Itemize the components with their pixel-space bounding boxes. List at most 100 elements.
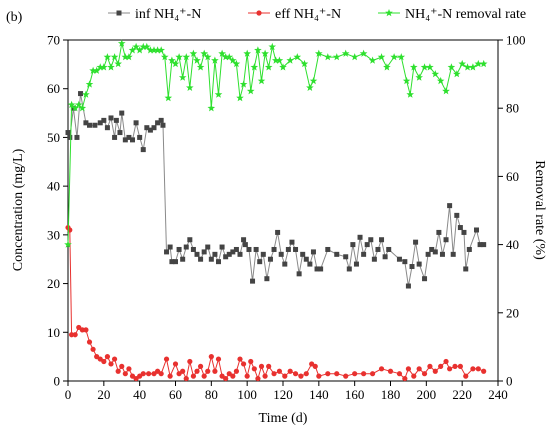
point — [68, 332, 75, 338]
point — [369, 371, 376, 377]
point — [420, 63, 429, 71]
point — [431, 70, 440, 78]
point — [314, 266, 320, 272]
legend-label: NH₄⁺-N removal rate — [405, 7, 526, 22]
point — [432, 249, 438, 255]
point — [402, 76, 411, 85]
x-tick-label: 0 — [65, 387, 72, 402]
point — [402, 259, 408, 265]
point — [168, 56, 176, 64]
point — [218, 49, 226, 57]
y2-tick-label: 0 — [506, 374, 513, 389]
point — [436, 76, 445, 85]
point — [158, 117, 164, 123]
y2-tick-label: 100 — [506, 33, 526, 48]
point — [469, 63, 477, 71]
point — [164, 249, 170, 255]
point — [153, 46, 162, 54]
point — [481, 242, 487, 248]
point — [377, 53, 386, 61]
point — [103, 53, 112, 61]
point — [241, 237, 247, 243]
point — [155, 120, 161, 126]
y-tick-label: 50 — [47, 130, 60, 145]
point — [140, 147, 146, 153]
point — [92, 122, 98, 128]
point — [104, 354, 111, 360]
point — [279, 63, 287, 71]
series-line — [67, 93, 484, 287]
point — [396, 371, 403, 377]
point — [83, 327, 89, 333]
point — [442, 87, 450, 95]
point — [426, 63, 434, 71]
point — [346, 266, 352, 272]
y2-tick-label: 60 — [506, 169, 519, 184]
legend-marker — [385, 9, 393, 17]
point — [316, 373, 322, 379]
point — [100, 63, 108, 71]
point — [402, 375, 408, 382]
point — [364, 242, 370, 248]
point — [67, 100, 76, 108]
point — [409, 264, 415, 270]
point — [307, 261, 313, 267]
point — [203, 53, 212, 61]
point — [470, 366, 476, 372]
point — [172, 361, 179, 367]
point — [214, 90, 223, 98]
x-tick-label: 220 — [452, 387, 472, 402]
point — [201, 249, 207, 255]
point — [292, 371, 299, 377]
point — [405, 283, 411, 289]
point — [457, 363, 463, 369]
point — [452, 363, 458, 369]
point — [438, 363, 444, 369]
point — [119, 363, 125, 369]
point — [117, 39, 126, 47]
point — [463, 373, 469, 379]
point — [146, 371, 152, 377]
point — [205, 368, 211, 374]
point — [453, 70, 461, 78]
y2-tick-label: 20 — [506, 305, 519, 320]
legend-marker — [256, 10, 262, 16]
point — [78, 104, 87, 112]
point — [133, 120, 139, 126]
point — [167, 373, 173, 379]
point — [242, 242, 248, 248]
point — [425, 251, 431, 257]
point — [122, 137, 128, 143]
point — [332, 53, 341, 61]
point — [282, 373, 288, 379]
point — [74, 100, 83, 108]
point — [429, 246, 435, 252]
point — [114, 59, 122, 68]
x-tick-label: 40 — [133, 387, 146, 402]
point — [264, 276, 270, 282]
point — [86, 339, 93, 345]
point — [436, 229, 442, 235]
point — [276, 368, 283, 374]
y-tick-label: 60 — [47, 81, 60, 96]
point — [371, 256, 377, 262]
y-tick-label: 10 — [47, 325, 60, 340]
point — [198, 256, 204, 262]
point — [310, 249, 316, 255]
point — [350, 53, 359, 61]
point — [233, 368, 240, 374]
point — [248, 358, 254, 365]
point — [119, 110, 125, 116]
point — [101, 117, 107, 123]
point — [353, 261, 359, 267]
point — [341, 49, 350, 57]
y-tick-label: 0 — [54, 374, 61, 389]
point — [474, 59, 483, 68]
point — [379, 237, 385, 243]
point — [422, 276, 428, 282]
point — [350, 242, 356, 248]
point — [212, 251, 218, 257]
point — [74, 134, 80, 140]
point — [83, 120, 89, 126]
